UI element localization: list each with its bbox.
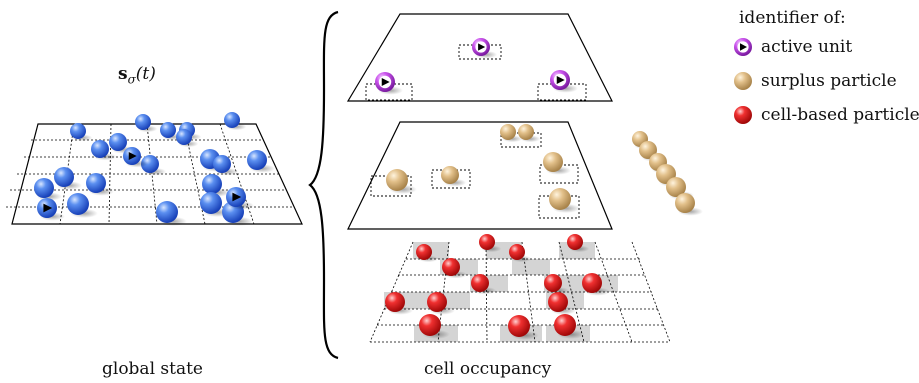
play-arrow-icon <box>556 76 565 84</box>
global-particle <box>224 112 247 131</box>
occupied-cell <box>512 259 550 275</box>
legend-label-surplus-particle: surplus particle <box>761 71 897 91</box>
global-active-particle <box>37 198 65 221</box>
grouping-brace <box>308 10 339 360</box>
cell-based-particle <box>419 314 450 339</box>
global-particle <box>141 155 167 176</box>
global-particle <box>135 114 158 133</box>
play-arrow-icon <box>381 78 390 86</box>
global-particle <box>86 173 114 196</box>
surplus-plane <box>347 121 703 230</box>
global-particle <box>67 193 98 218</box>
play-arrow-icon <box>478 43 486 51</box>
active-swatch-graphic <box>734 38 752 56</box>
cell-based-particle <box>479 234 502 253</box>
cell-based-particle <box>509 244 532 263</box>
surplus-particle <box>543 152 571 175</box>
legend-item-surplus-particle: surplus particle <box>733 71 897 91</box>
surplus-particle <box>500 124 523 143</box>
play-arrow-icon <box>232 192 242 202</box>
global-state-caption: global state <box>102 359 203 379</box>
surplus-swatch-graphic <box>734 72 752 90</box>
cell-based-particle <box>416 244 439 263</box>
active-cell-outline <box>365 83 413 101</box>
state-symbol: s <box>118 64 128 84</box>
global-particles <box>34 112 275 226</box>
surplus-plane-outline <box>347 121 613 230</box>
cell-based-particle <box>548 292 576 315</box>
cell-based-particle <box>442 258 468 279</box>
global-particle <box>34 178 62 201</box>
active-unit <box>550 70 578 93</box>
cell-based-particle <box>544 274 570 295</box>
legend-item-active-unit: active unit <box>733 37 852 57</box>
global-particle <box>54 167 82 190</box>
cell-based-particle <box>427 292 455 315</box>
state-argument: (t) <box>135 64 156 84</box>
cell-swatch-graphic <box>734 106 752 124</box>
stacked-surplus-particle <box>675 193 703 216</box>
state-subscript: σ <box>127 72 136 87</box>
global-active-particle <box>226 187 254 210</box>
active-unit-icon <box>733 37 753 57</box>
global-active-particle <box>123 147 149 168</box>
legend-item-cell-based-particle: cell-based particle <box>733 105 919 125</box>
active-units-plane <box>346 13 613 102</box>
play-arrow-icon <box>740 43 747 51</box>
legend-title: identifier of: <box>739 8 846 28</box>
legend-label-cell-based-particle: cell-based particle <box>761 105 919 125</box>
play-arrow-icon <box>128 152 137 160</box>
cell-based-particle <box>385 292 413 315</box>
cell-based-particle <box>508 315 539 340</box>
surplus-particle <box>518 124 541 143</box>
cell-based-particle <box>554 314 585 339</box>
global-particle <box>91 140 117 161</box>
global-state-plane <box>6 112 303 226</box>
cell-based-particle <box>471 274 497 295</box>
cell-based-particle <box>582 273 610 296</box>
play-arrow-icon <box>43 203 53 213</box>
global-particle <box>213 155 239 176</box>
cell-occupancy-caption: cell occupancy <box>424 359 552 379</box>
active-unit <box>375 72 403 95</box>
cell-based-particle <box>567 234 590 253</box>
state-label: sσ(t) <box>118 64 156 86</box>
legend-label-active-unit: active unit <box>761 37 853 57</box>
surplus-particle <box>386 169 417 194</box>
surplus-particle <box>549 188 580 213</box>
cell-based-particle-icon <box>733 105 753 125</box>
surplus-particle <box>441 166 467 187</box>
cell-based-plane <box>369 234 671 343</box>
global-particle <box>176 129 199 148</box>
global-particle <box>247 150 275 173</box>
surplus-stack <box>632 131 703 216</box>
global-particle <box>70 123 93 142</box>
active-unit <box>472 38 498 59</box>
surplus-particle-icon <box>733 71 753 91</box>
global-particle <box>156 201 187 226</box>
